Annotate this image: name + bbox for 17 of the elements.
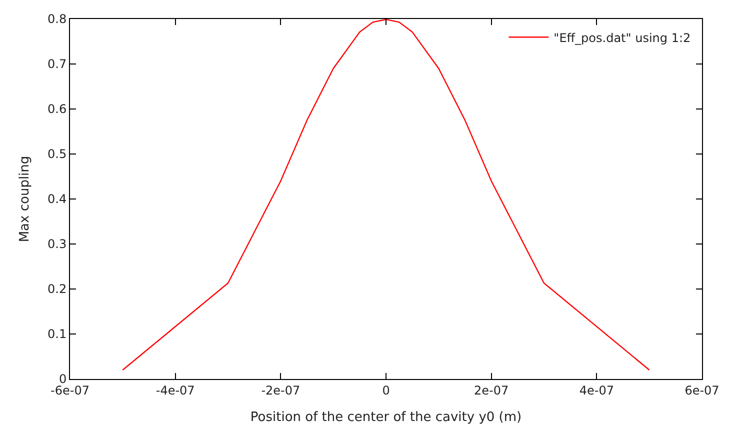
x-tick-label: 0	[382, 383, 390, 398]
y-tick-label: 0.2	[48, 282, 67, 296]
x-tick-label: 2e-07	[474, 383, 509, 398]
x-tick-label: 6e-07	[684, 383, 720, 398]
y-tick-label: 0.8	[48, 12, 67, 26]
y-tick-label: 0.1	[48, 327, 67, 342]
x-tick-label: -2e-07	[261, 383, 300, 398]
y-tick-label: 0.6	[48, 102, 67, 116]
y-tick-label: 0.4	[48, 192, 67, 206]
y-axis-title: Max coupling	[17, 156, 32, 242]
y-tick-label: 0.5	[48, 147, 67, 162]
x-tick-label: -4e-07	[156, 383, 195, 398]
x-axis-title: Position of the center of the cavity y0 (m)	[250, 410, 522, 425]
y-tick-label: 0.3	[48, 237, 67, 252]
y-tick-label: 0.7	[48, 57, 67, 72]
legend-label: "Eff_pos.dat" using 1:2	[554, 30, 691, 45]
x-tick-label: 4e-07	[579, 383, 614, 398]
